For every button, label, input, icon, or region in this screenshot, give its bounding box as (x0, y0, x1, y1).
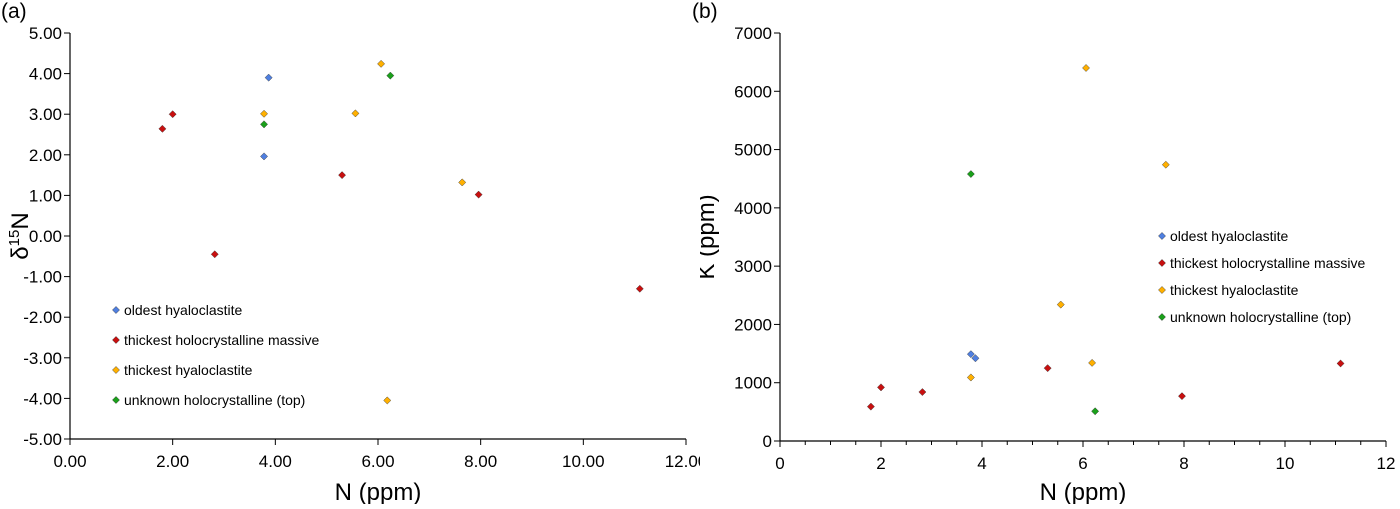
legend-marker (1158, 259, 1166, 267)
data-point (383, 396, 392, 405)
y-tick-label: -1.00 (23, 268, 62, 287)
data-point (260, 120, 268, 129)
data-point (1088, 358, 1097, 367)
legend-label: thickest hyaloclastite (1170, 282, 1299, 298)
x-tick-label: 6 (1078, 454, 1087, 473)
x-tick-label: 6.00 (361, 452, 394, 471)
x-tick-label: 10.00 (562, 452, 605, 471)
data-point (1056, 300, 1065, 309)
y-tick-label: -4.00 (23, 389, 62, 408)
scatter-chart-a: 0.00 2.00 4.00 6.00 8.00 10.00 12.00 -5.00 -4.00… (6, 24, 707, 506)
x-tick-label: 0.00 (53, 452, 86, 471)
y-tick-label: 1000 (734, 374, 772, 393)
x-tick-label: 8.00 (464, 452, 497, 471)
data-point (635, 284, 644, 293)
x-tick-label: 12.00 (665, 452, 700, 471)
y-tick-label: 5.00 (29, 24, 62, 43)
legend-label: thickest holocrystalline massive (124, 332, 320, 348)
legend-marker (112, 306, 120, 314)
legend-label: oldest hyaloclastite (1170, 228, 1289, 244)
y-tick-label: 4000 (734, 199, 772, 218)
data-point (168, 110, 177, 119)
legend-marker (112, 336, 120, 344)
x-tick-label: 8 (1179, 454, 1188, 473)
x-tick-label: 4.00 (259, 452, 292, 471)
legend-marker (1158, 286, 1166, 294)
y-tick-label: 1.00 (29, 186, 62, 205)
panel-label-b: (b) (692, 0, 718, 23)
legend-marker (112, 396, 120, 404)
legend-label: thickest holocrystalline massive (1170, 255, 1366, 271)
data-point (966, 170, 975, 179)
x-tick-label: 2 (876, 454, 885, 473)
x-tick-label: 4 (977, 454, 986, 473)
y-tick-label: -5.00 (23, 430, 62, 449)
data-point (966, 350, 975, 359)
x-tick-label: 10 (1276, 454, 1295, 473)
chart-panel-a: (a) 0.00 2.00 4.00 6.00 8.00 10.00 12.00 -5.00 -… (0, 0, 707, 506)
legend-marker (1158, 313, 1166, 321)
x-tick-label: 0 (775, 454, 784, 473)
y-tick-label: 6000 (734, 82, 772, 101)
data-point (377, 59, 386, 68)
y-tick-label: 3.00 (29, 105, 62, 124)
legend-label: oldest hyaloclastite (124, 302, 243, 318)
x-tick-label: 12 (1377, 454, 1396, 473)
data-point (971, 354, 980, 363)
data-point (474, 190, 483, 199)
data-point (1336, 359, 1345, 368)
legend-marker (1158, 232, 1166, 240)
data-point (877, 383, 885, 392)
data-point (1082, 64, 1090, 72)
data-point (866, 402, 875, 411)
y-axis-title: K (ppm) (700, 194, 720, 279)
data-point (210, 250, 219, 259)
data-point (260, 152, 268, 161)
legend-marker (112, 366, 120, 374)
data-point (386, 71, 395, 80)
x-axis-title: N (ppm) (1040, 479, 1127, 504)
data-point (966, 373, 975, 382)
y-tick-label: 2.00 (29, 146, 62, 165)
y-tick-label: -2.00 (23, 308, 62, 327)
y-tick-label: 4.00 (29, 65, 62, 84)
data-point (458, 178, 467, 187)
chart-panel-b: (b) 0 2 4 6 8 10 12 0 1000 2000 3000 4000 5000 6000 70… (692, 0, 1400, 506)
data-point (351, 109, 360, 118)
scatter-chart-b: 0 2 4 6 8 10 12 0 1000 2000 3000 4000 5000 6000 7000 N … (693, 24, 1396, 506)
y-tick-label: -3.00 (23, 349, 62, 368)
data-point (158, 124, 167, 133)
y-tick-label: 3000 (734, 257, 772, 276)
x-axis-title: N (ppm) (335, 479, 422, 504)
legend-label: unknown holocrystalline (top) (124, 392, 305, 408)
y-tick-label: 5000 (734, 141, 772, 160)
data-point (1091, 407, 1100, 416)
y-tick-label: 0 (763, 432, 772, 451)
y-tick-label: 0.00 (29, 227, 62, 246)
legend-label: unknown holocrystalline (top) (1170, 309, 1351, 325)
data-point (260, 109, 268, 118)
panel-label-a: (a) (1, 0, 27, 23)
y-tick-label: 7000 (734, 24, 772, 43)
data-point (264, 73, 273, 82)
data-point (338, 171, 347, 180)
data-point (1161, 160, 1170, 169)
data-point (1178, 392, 1186, 401)
data-point (918, 388, 927, 396)
y-tick-label: 2000 (734, 315, 772, 334)
legend-label: thickest hyaloclastite (124, 362, 253, 378)
y-axis-title: δ15N (6, 212, 34, 259)
x-tick-label: 2.00 (156, 452, 189, 471)
data-point (1043, 364, 1052, 373)
